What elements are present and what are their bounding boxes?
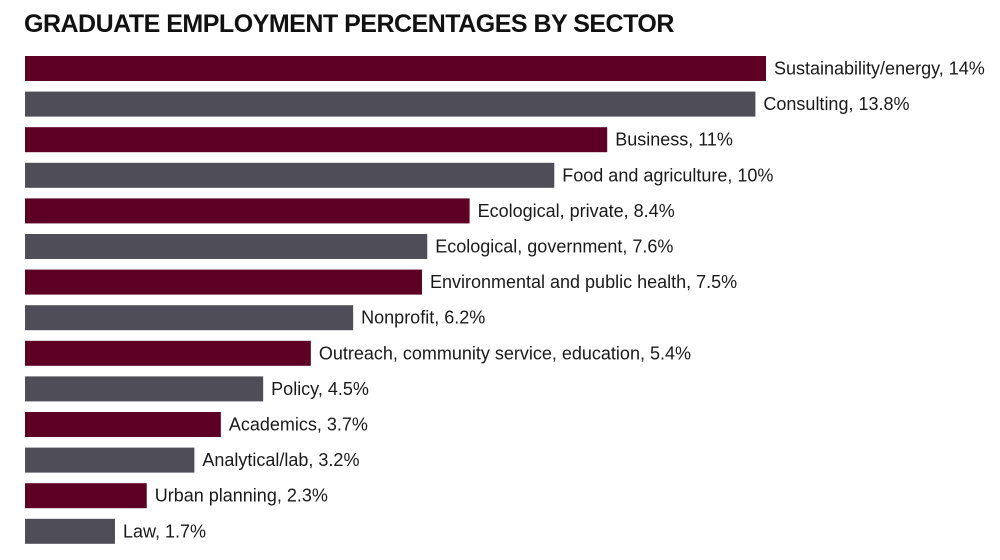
bar-10: [25, 376, 264, 402]
bar-7: [25, 269, 422, 295]
bar-label-11: Academics, 3.7%: [229, 415, 368, 435]
bar-1: [25, 56, 766, 81]
bar-label-14: Law, 1.7%: [123, 521, 206, 541]
bar-3: [25, 127, 608, 153]
bar-8: [25, 305, 354, 331]
bar-9: [25, 340, 311, 366]
bar-label-8: Nonprofit, 6.2%: [361, 308, 485, 328]
bar-12: [25, 447, 195, 473]
bar-2: [25, 91, 756, 117]
bar-label-5: Ecological, private, 8.4%: [478, 201, 675, 221]
bar-11: [25, 412, 221, 437]
bar-label-2: Consulting, 13.8%: [763, 94, 909, 114]
bar-6: [25, 234, 428, 259]
bar-label-10: Policy, 4.5%: [271, 379, 369, 399]
chart-title: GRADUATE EMPLOYMENT PERCENTAGES BY SECTO…: [24, 10, 674, 38]
bar-4: [25, 162, 555, 188]
bar-label-7: Environmental and public health, 7.5%: [430, 272, 737, 292]
bar-14: [25, 518, 115, 544]
bar-label-12: Analytical/lab, 3.2%: [202, 450, 359, 470]
bar-label-9: Outreach, community service, education, …: [319, 343, 691, 363]
bar-label-13: Urban planning, 2.3%: [155, 486, 328, 506]
bar-5: [25, 198, 470, 224]
bar-label-4: Food and agriculture, 10%: [562, 165, 773, 185]
bar-label-6: Ecological, government, 7.6%: [435, 237, 673, 257]
bar-label-3: Business, 11%: [615, 130, 733, 150]
bar-label-1: Sustainability/energy, 14%: [774, 59, 985, 79]
bar-13: [25, 483, 147, 509]
